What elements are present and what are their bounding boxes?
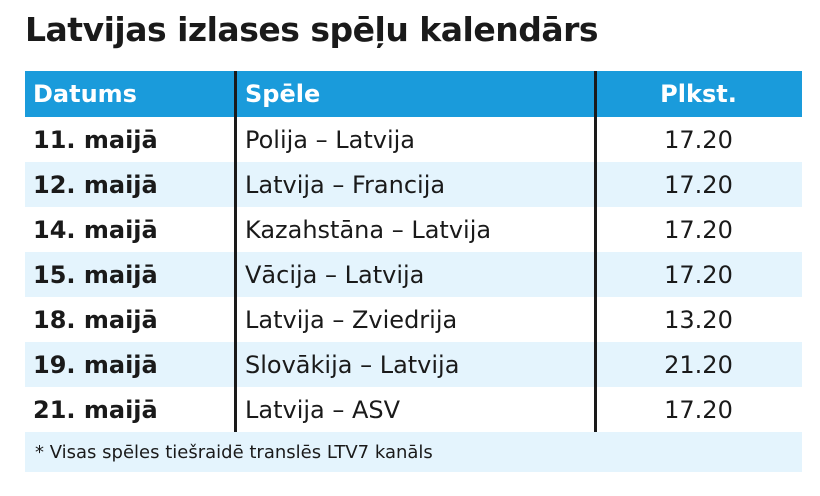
header-game: Spēle [245, 80, 321, 108]
table-row: 21. maijā Latvija – ASV 17.20 [25, 387, 802, 432]
row-time: 17.20 [664, 215, 733, 244]
row-date: 11. maijā [33, 125, 158, 154]
schedule-table: Datums Spēle Plkst. 11. maijā Polija – L… [25, 71, 802, 432]
row-date: 12. maijā [33, 170, 158, 199]
row-time: 13.20 [664, 305, 733, 334]
footnote: * Visas spēles tiešraidē translēs LTV7 k… [25, 432, 802, 472]
row-time: 17.20 [664, 170, 733, 199]
row-time: 17.20 [664, 395, 733, 424]
row-game: Latvija – ASV [245, 395, 401, 424]
table-row: 19. maijā Slovākija – Latvija 21.20 [25, 342, 802, 387]
table-row: 18. maijā Latvija – Zviedrija 13.20 [25, 297, 802, 342]
table-row: 11. maijā Polija – Latvija 17.20 [25, 117, 802, 162]
table-row: 12. maijā Latvija – Francija 17.20 [25, 162, 802, 207]
page-title: Latvijas izlases spēļu kalendārs [25, 10, 599, 49]
row-date: 14. maijā [33, 215, 158, 244]
row-game: Kazahstāna – Latvija [245, 215, 492, 244]
row-game: Latvija – Zviedrija [245, 305, 458, 334]
header-time: Plkst. [660, 80, 737, 108]
row-game: Vācija – Latvija [245, 260, 425, 289]
row-time: 17.20 [664, 125, 733, 154]
column-divider [594, 71, 597, 432]
row-date: 21. maijā [33, 395, 158, 424]
footnote-text: * Visas spēles tiešraidē translēs LTV7 k… [35, 441, 433, 463]
row-date: 18. maijā [33, 305, 158, 334]
row-time: 17.20 [664, 260, 733, 289]
row-time: 21.20 [664, 350, 733, 379]
row-game: Polija – Latvija [245, 125, 416, 154]
table-row: 14. maijā Kazahstāna – Latvija 17.20 [25, 207, 802, 252]
column-divider [234, 71, 237, 432]
row-date: 15. maijā [33, 260, 158, 289]
table-header-row: Datums Spēle Plkst. [25, 71, 802, 117]
row-game: Slovākija – Latvija [245, 350, 460, 379]
row-game: Latvija – Francija [245, 170, 446, 199]
header-date: Datums [33, 80, 137, 108]
row-date: 19. maijā [33, 350, 158, 379]
table-row: 15. maijā Vācija – Latvija 17.20 [25, 252, 802, 297]
